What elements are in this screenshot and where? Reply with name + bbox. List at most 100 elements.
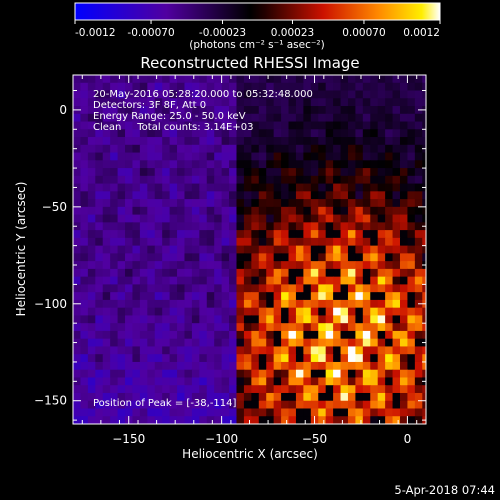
heatmap-cell bbox=[251, 98, 260, 107]
heatmap-cell bbox=[117, 276, 126, 285]
heatmap-cell bbox=[288, 121, 297, 130]
heatmap-cell bbox=[370, 268, 379, 278]
heatmap-cell bbox=[295, 354, 304, 363]
heatmap-cell bbox=[370, 214, 379, 223]
heatmap-cell bbox=[87, 268, 96, 278]
heatmap-cell bbox=[95, 90, 104, 99]
heatmap-cell bbox=[303, 106, 312, 115]
heatmap-cell bbox=[303, 346, 312, 355]
heatmap-cell bbox=[154, 261, 163, 270]
heatmap-cell bbox=[333, 160, 342, 169]
heatmap-cell bbox=[162, 183, 171, 192]
heatmap-cell bbox=[377, 346, 386, 355]
heatmap-cell bbox=[214, 292, 223, 301]
heatmap-cell bbox=[347, 400, 356, 410]
heatmap-cell bbox=[221, 237, 230, 247]
heatmap-cell bbox=[407, 168, 416, 177]
heatmap-cell bbox=[251, 90, 260, 99]
heatmap-cell bbox=[110, 400, 119, 410]
heatmap-cell bbox=[139, 400, 148, 410]
heatmap-cell bbox=[87, 346, 96, 355]
heatmap-cell bbox=[340, 82, 349, 92]
heatmap-cell bbox=[221, 206, 230, 216]
heatmap-cell bbox=[214, 90, 223, 99]
heatmap-cell bbox=[414, 276, 423, 285]
heatmap-cell bbox=[236, 338, 245, 348]
heatmap-cell bbox=[407, 354, 416, 363]
heatmap-cell bbox=[385, 307, 394, 317]
heatmap-cell bbox=[177, 137, 186, 146]
heatmap-cell bbox=[266, 276, 275, 285]
heatmap-cell bbox=[422, 160, 426, 169]
heatmap-cell bbox=[251, 292, 260, 301]
heatmap-cell bbox=[132, 369, 141, 379]
heatmap-cell bbox=[251, 175, 260, 185]
heatmap-cell bbox=[385, 292, 394, 301]
heatmap-cell bbox=[199, 106, 208, 115]
heatmap-cell bbox=[414, 253, 423, 262]
heatmap-cell bbox=[310, 168, 319, 177]
heatmap-cell bbox=[169, 408, 178, 417]
heatmap-cell bbox=[392, 152, 401, 161]
x-axis-label: Heliocentric X (arcsec) bbox=[182, 447, 318, 461]
heatmap-cell bbox=[214, 75, 223, 84]
heatmap-cell bbox=[325, 129, 334, 138]
heatmap-cell bbox=[273, 392, 282, 402]
heatmap-cell bbox=[191, 261, 200, 270]
heatmap-cell bbox=[303, 377, 312, 386]
heatmap-cell bbox=[273, 237, 282, 247]
heatmap-cell bbox=[281, 385, 290, 394]
heatmap-cell bbox=[333, 253, 342, 262]
heatmap-cell bbox=[147, 346, 156, 355]
heatmap-cell bbox=[266, 230, 275, 239]
heatmap-cell bbox=[139, 75, 148, 84]
heatmap-cell bbox=[139, 160, 148, 169]
heatmap-cell bbox=[191, 237, 200, 247]
heatmap-cell bbox=[214, 98, 223, 107]
heatmap-cell bbox=[132, 245, 141, 254]
heatmap-cell bbox=[347, 245, 356, 254]
heatmap-cell bbox=[125, 206, 134, 216]
heatmap-cell bbox=[73, 98, 82, 107]
heatmap-cell bbox=[303, 385, 312, 394]
heatmap-cell bbox=[318, 307, 327, 317]
heatmap-cell bbox=[73, 330, 82, 340]
heatmap-cell bbox=[288, 222, 297, 231]
heatmap-cell bbox=[303, 75, 312, 84]
heatmap-cell bbox=[139, 106, 148, 115]
y-tick-label: −150 bbox=[34, 394, 67, 408]
heatmap-cell bbox=[258, 346, 267, 355]
heatmap-cell bbox=[191, 144, 200, 154]
heatmap-cell bbox=[399, 361, 409, 371]
heatmap-cell bbox=[73, 361, 82, 371]
heatmap-cell bbox=[162, 299, 171, 309]
heatmap-cell bbox=[422, 276, 426, 285]
heatmap-cell bbox=[273, 377, 282, 386]
heatmap-cell bbox=[184, 175, 193, 185]
heatmap-cell bbox=[340, 276, 349, 285]
heatmap-cell bbox=[310, 90, 319, 99]
heatmap-cell bbox=[258, 284, 267, 293]
heatmap-cell bbox=[221, 113, 230, 123]
heatmap-cell bbox=[177, 354, 186, 363]
heatmap-cell bbox=[162, 408, 171, 417]
heatmap-cell bbox=[80, 206, 89, 216]
heatmap-cell bbox=[110, 253, 119, 262]
heatmap-cell bbox=[310, 237, 319, 247]
heatmap-cell bbox=[303, 299, 312, 309]
heatmap-cell bbox=[125, 330, 134, 340]
heatmap-cell bbox=[340, 392, 349, 402]
heatmap-cell bbox=[288, 299, 297, 309]
heatmap-cell bbox=[221, 199, 230, 208]
heatmap-cell bbox=[214, 214, 223, 223]
heatmap-cell bbox=[221, 183, 230, 192]
heatmap-cell bbox=[303, 183, 312, 192]
heatmap-cell bbox=[414, 330, 423, 340]
heatmap-cell bbox=[385, 377, 394, 386]
heatmap-cell bbox=[73, 121, 82, 130]
heatmap-cell bbox=[221, 361, 230, 371]
heatmap-cell bbox=[340, 75, 349, 84]
heatmap-cell bbox=[117, 416, 126, 424]
heatmap-cell bbox=[169, 361, 178, 371]
